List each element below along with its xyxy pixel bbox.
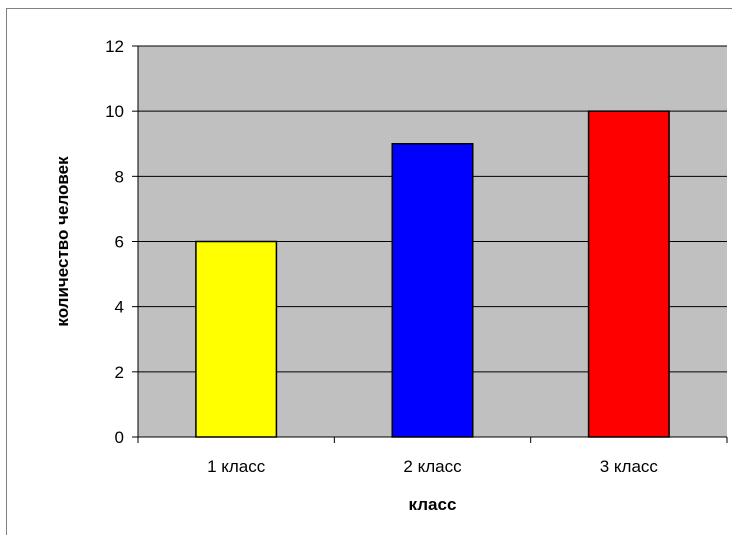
bars [195, 110, 670, 438]
x-tick-label: 1 класс [207, 457, 266, 476]
y-tick-label: 8 [115, 167, 124, 186]
y-tick-label: 4 [115, 298, 124, 317]
y-tick-label: 0 [115, 428, 124, 447]
x-tick-label: 2 класс [403, 457, 462, 476]
x-axis-ticks: 1 класс 2 класс 3 класс [137, 437, 728, 476]
bar [391, 143, 474, 438]
y-tick-label: 6 [115, 233, 124, 252]
x-tick-label: 3 класс [600, 457, 659, 476]
bar [195, 240, 278, 438]
y-tick-label: 10 [105, 102, 124, 121]
y-tick-label: 2 [115, 363, 124, 382]
y-axis-title: количество человек [53, 156, 72, 327]
y-tick-label: 12 [105, 37, 124, 56]
y-axis-ticks: 0 2 4 6 8 10 12 [105, 37, 138, 447]
x-axis-title: класс [409, 495, 457, 514]
bar [587, 110, 670, 438]
chart-frame [6, 8, 732, 535]
